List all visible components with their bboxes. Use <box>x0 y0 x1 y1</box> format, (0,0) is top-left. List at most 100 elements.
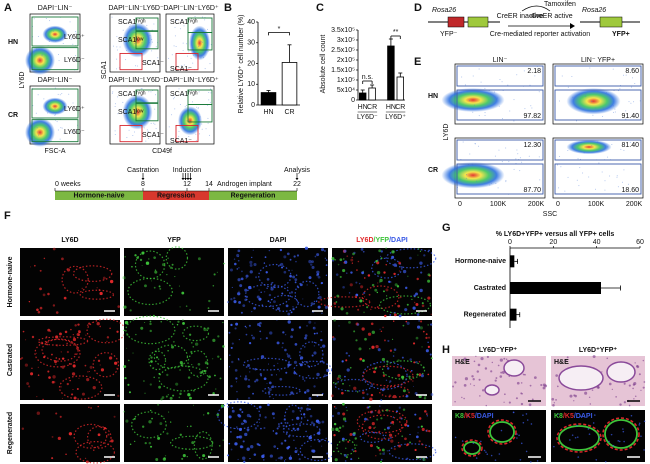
signal <box>413 294 416 298</box>
gate <box>31 119 79 143</box>
signal <box>267 300 270 303</box>
flow-event <box>499 79 501 81</box>
tissue-structure <box>382 360 426 380</box>
signal <box>270 287 274 291</box>
arrow-curve <box>521 5 551 12</box>
signal <box>343 453 347 457</box>
signal <box>190 341 193 344</box>
flow-event <box>209 63 211 65</box>
tissue-structure <box>187 350 209 377</box>
signal <box>341 378 343 381</box>
signal <box>283 418 287 421</box>
signal <box>283 270 287 274</box>
signal <box>324 257 326 259</box>
signal <box>373 431 375 434</box>
flow-event <box>474 143 476 145</box>
flow-event <box>41 55 43 57</box>
k8-ring <box>558 425 600 451</box>
signal <box>254 427 258 430</box>
signal <box>261 304 264 306</box>
signal <box>72 337 77 342</box>
signal <box>189 425 192 428</box>
flow-event <box>564 190 566 192</box>
flow-event <box>147 130 149 132</box>
signal <box>237 256 239 258</box>
signal <box>391 250 395 254</box>
flow-event <box>151 41 153 43</box>
signal <box>181 457 184 460</box>
y-tick-label: 40 <box>247 19 255 26</box>
signal <box>174 345 176 347</box>
signal <box>266 382 268 385</box>
he-nucleus <box>463 357 467 361</box>
flow-event <box>59 138 61 140</box>
flow-event <box>132 31 134 33</box>
signal <box>102 276 106 280</box>
signal <box>405 395 408 398</box>
flow-event <box>72 43 74 45</box>
signal <box>412 380 414 382</box>
signal <box>309 414 313 418</box>
signal <box>322 344 326 348</box>
flow-event <box>198 91 200 93</box>
flow-event <box>607 156 609 158</box>
flow-event <box>54 27 56 29</box>
flow-event <box>472 111 474 113</box>
signal <box>123 365 127 368</box>
flow-event <box>210 92 212 94</box>
dapi-signal <box>593 414 596 416</box>
signal <box>63 296 67 300</box>
signal <box>346 255 349 257</box>
signal <box>402 408 406 412</box>
signal <box>178 396 181 399</box>
signal <box>394 283 398 287</box>
tissue-structure <box>269 294 299 312</box>
signal <box>294 281 297 284</box>
signal <box>283 428 286 430</box>
signal <box>206 327 210 330</box>
flow-event <box>571 75 573 77</box>
signal <box>258 444 261 447</box>
signal <box>247 384 251 388</box>
signal <box>238 435 243 439</box>
signal <box>321 445 323 447</box>
flow-event <box>35 112 37 114</box>
flow-event <box>634 82 636 84</box>
signal <box>247 364 250 367</box>
stain-label: H&E <box>455 359 470 366</box>
signal <box>380 399 383 401</box>
flow-event <box>136 90 138 92</box>
significance: * <box>278 26 281 33</box>
signal <box>344 460 347 462</box>
flow-event <box>513 99 515 101</box>
signal <box>308 259 312 264</box>
signal <box>335 407 337 409</box>
flow-event <box>155 128 157 130</box>
he-nucleus <box>556 385 559 388</box>
timeline-tick-label: 12 <box>183 181 191 188</box>
tissue-structure <box>61 265 89 294</box>
signal <box>271 385 275 389</box>
k5-ring <box>487 419 517 445</box>
signal <box>275 374 278 376</box>
signal <box>88 322 91 325</box>
plot-title: DAPI⁻LIN⁻ <box>38 77 73 84</box>
column-header: LY6D/YFP/DAPI <box>356 237 408 244</box>
he-nucleus <box>552 403 555 407</box>
label: CreER inactive <box>497 13 544 20</box>
dapi-signal <box>571 434 574 436</box>
signal <box>427 373 430 376</box>
signal <box>236 268 239 270</box>
signal <box>375 260 378 263</box>
he-nucleus <box>569 394 573 398</box>
signal <box>106 336 110 339</box>
signal <box>211 358 214 360</box>
signal <box>332 337 336 341</box>
signal <box>150 280 153 282</box>
y-tick-label: Castrated <box>474 285 506 292</box>
flow-event <box>37 94 39 96</box>
signal <box>276 319 278 321</box>
signal <box>392 423 394 425</box>
signal <box>230 298 233 301</box>
signal <box>74 353 77 356</box>
